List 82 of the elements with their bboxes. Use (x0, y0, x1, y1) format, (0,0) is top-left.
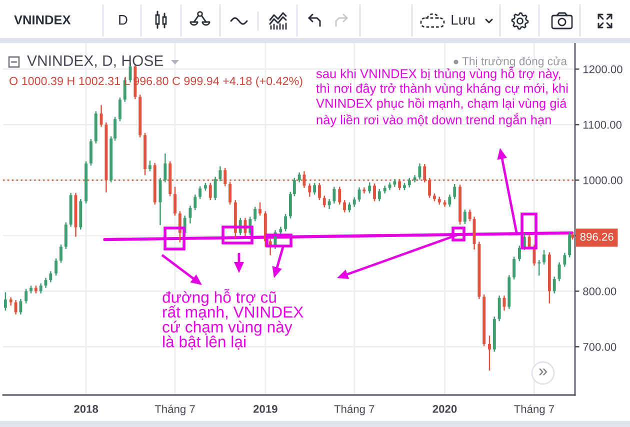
candlestick (498, 294, 501, 322)
candlestick (49, 270, 52, 283)
candlestick (148, 160, 152, 172)
candlestick (54, 258, 58, 276)
candlestick (39, 282, 42, 294)
candlestick (348, 202, 351, 213)
candlestick (19, 298, 22, 316)
y-tick-label: 1100.00 (583, 120, 622, 129)
candlestick (463, 208, 466, 225)
candlestick (443, 200, 446, 208)
candlestick (254, 206, 257, 222)
candlestick (298, 172, 301, 183)
candlestick (343, 200, 346, 213)
candlestick (373, 182, 376, 202)
candlestick (224, 167, 227, 187)
x-tick-label: 2020 (432, 405, 457, 413)
candlestick (258, 202, 262, 216)
candlestick (218, 166, 222, 182)
x-tick-label: Tháng 7 (514, 404, 554, 416)
candlestick (538, 259, 541, 276)
candlestick (114, 116, 117, 142)
candlestick (24, 288, 28, 304)
x-tick-label: 2019 (253, 405, 278, 413)
candlestick (64, 222, 68, 250)
x-tick-label: Tháng 7 (334, 404, 374, 416)
candlestick (338, 186, 342, 206)
candlestick (194, 194, 197, 211)
candlestick (308, 182, 312, 198)
candlestick (352, 196, 356, 208)
candlestick (60, 244, 62, 264)
candlestick (518, 245, 521, 262)
y-tick-label: 700.00 (583, 342, 616, 351)
candlestick (428, 177, 432, 199)
y-tick-label: 1000.00 (583, 176, 622, 184)
candlestick (488, 334, 491, 372)
candlestick (468, 208, 472, 222)
annotation: » (539, 368, 547, 376)
candlestick (453, 183, 456, 200)
candlestick (89, 138, 92, 166)
candlestick (123, 77, 126, 102)
candlestick (542, 249, 546, 266)
candlestick (423, 163, 426, 183)
candlestick (318, 182, 321, 201)
candlestick (368, 182, 372, 194)
text: VNINDEX, D, HOSE (27, 55, 164, 68)
annotation: đường hỗ trợ cũ rất mạnh, VNINDEX cứ chạm vùng này là bật lên lại (162, 289, 304, 350)
candlestick (408, 177, 411, 188)
candlestick (100, 104, 103, 128)
x-tick-label: Tháng 7 (154, 404, 195, 416)
candlestick (292, 177, 296, 197)
candlestick (198, 186, 202, 200)
x-tick-label: 2018 (74, 405, 98, 413)
text: VNINDEX (14, 16, 71, 24)
candlestick (322, 195, 326, 208)
candlestick (214, 176, 217, 201)
y-tick-label: 1200.00 (583, 65, 622, 74)
text: D (119, 15, 128, 25)
candlestick (228, 181, 232, 206)
candlestick (512, 256, 516, 280)
candlestick (378, 188, 381, 202)
candlestick (418, 162, 422, 180)
candlestick (568, 232, 572, 258)
candlestick (284, 213, 288, 232)
candlestick (398, 178, 402, 191)
annotation: sau khi VNINDEX bị thủng vùng hỗ trợ này, thì nơi đây trở thành vùng kháng cự mới, khi VNINDEX phục hồi mạnh, chạm lại vùng giá này liền rơi vào một down trend ngắn hạn (316, 67, 568, 127)
candlestick (4, 292, 7, 312)
y-tick-label: 800.00 (583, 287, 616, 296)
candlestick (14, 299, 18, 316)
candlestick (552, 276, 556, 294)
candlestick (289, 191, 292, 220)
annotation: Thị trường đóng cửa (462, 56, 568, 68)
candlestick (208, 182, 212, 201)
candlestick (164, 152, 167, 183)
candlestick (328, 198, 331, 210)
candlestick (313, 182, 316, 196)
annotation: 896.26 (580, 232, 614, 241)
candlestick (118, 96, 122, 122)
candlestick (448, 194, 452, 208)
candlestick (332, 186, 336, 204)
candlestick (174, 186, 176, 216)
candlestick (563, 252, 566, 268)
text: Lưu (452, 15, 474, 25)
